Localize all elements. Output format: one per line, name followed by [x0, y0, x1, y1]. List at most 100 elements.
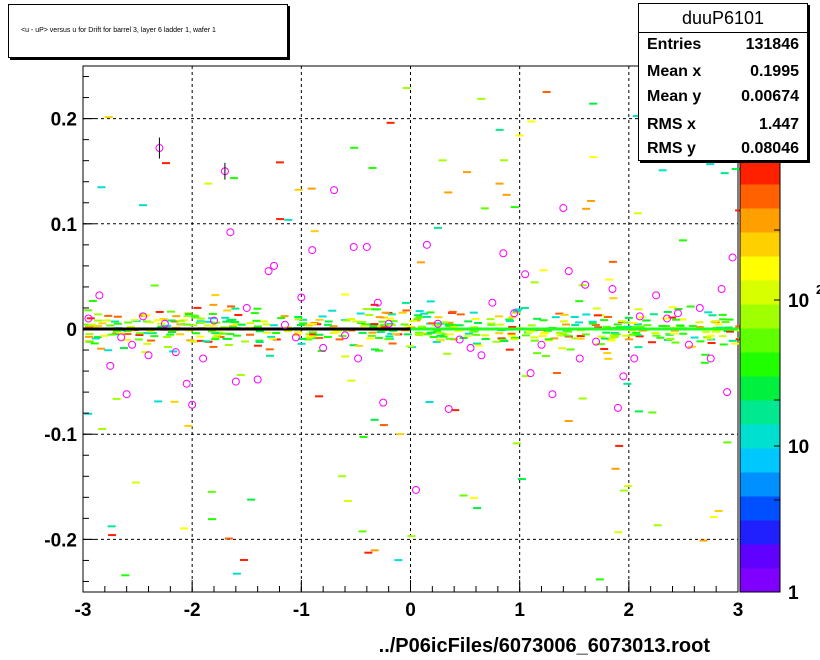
histogram-cell [582, 313, 591, 316]
profile-point [422, 240, 431, 249]
histogram-cell [360, 324, 369, 327]
palette-band [740, 448, 780, 473]
title-box: <u - uP> versus u for Drift for barrel 3… [8, 4, 288, 58]
histogram-cell [240, 340, 249, 343]
color-palette: 1101032 [739, 139, 820, 604]
histogram-cell [344, 499, 353, 502]
histogram-cell [500, 340, 509, 343]
histogram-cell [213, 334, 222, 337]
histogram-cell [459, 336, 468, 339]
profile-point [488, 298, 497, 307]
histogram-cell [562, 323, 571, 326]
histogram-cell [169, 350, 178, 353]
histogram-cell [170, 400, 179, 403]
histogram-cell [596, 343, 605, 346]
histogram-cell [448, 323, 457, 326]
histogram-cell [197, 321, 206, 324]
histogram-cell [361, 323, 370, 326]
profile-point [608, 285, 617, 294]
histogram-cell [560, 313, 569, 316]
histogram-cell [436, 322, 445, 325]
stat-value: 0.00674 [741, 88, 799, 105]
histogram-cell [104, 116, 113, 119]
histogram-cell [701, 353, 710, 356]
histogram-cell [414, 332, 423, 335]
histogram-cell [150, 284, 159, 287]
histogram-cell [711, 330, 720, 333]
histogram-cell [611, 467, 620, 470]
profile-point [619, 372, 628, 381]
profile-point [510, 309, 519, 318]
histogram-cell [368, 331, 377, 334]
histogram-cell [678, 318, 687, 321]
profile-point [526, 369, 535, 378]
stat-label: Mean y [647, 88, 702, 105]
histogram-cell [423, 315, 432, 318]
x-tick-label: 3 [733, 600, 744, 621]
profile-point [210, 316, 218, 325]
palette-band [740, 256, 780, 281]
histogram-cell [276, 218, 285, 221]
histogram-cell [463, 335, 472, 338]
palette-band [740, 496, 780, 521]
profile-point [411, 485, 420, 494]
histogram-cell [190, 314, 199, 317]
histogram-cell [527, 120, 536, 123]
histogram-cell [309, 333, 318, 336]
histogram-cell [349, 344, 358, 347]
stats-histogram-name: duuP6101 [639, 4, 807, 33]
histogram-cell [530, 339, 539, 342]
histogram-cell [472, 342, 481, 345]
histogram-cell [211, 332, 220, 335]
histogram-cell [246, 322, 255, 325]
x-tick-label: -1 [293, 600, 310, 621]
histogram-cell [154, 319, 163, 322]
histogram-cell [514, 308, 523, 311]
histogram-cell [498, 338, 507, 341]
histogram-cell [602, 325, 611, 328]
histogram-cell [473, 507, 482, 510]
profile-point [308, 246, 317, 255]
histogram-cell [575, 300, 584, 303]
histogram-cell [661, 325, 670, 328]
y-tick-label: 0.1 [51, 215, 78, 236]
histogram-cell [296, 323, 305, 326]
histogram-cell [414, 314, 423, 317]
histogram-cell [347, 317, 356, 320]
histogram-cell [304, 338, 313, 341]
profile-point [106, 361, 115, 370]
histogram-cell [88, 299, 97, 302]
histogram-cell [313, 323, 322, 326]
histogram-cell [665, 333, 674, 336]
histogram-cell [637, 316, 646, 319]
histogram-cell [121, 574, 130, 577]
palette-band [740, 352, 780, 377]
histogram-cell [723, 441, 732, 444]
profile-point [630, 354, 639, 363]
histogram-cell [446, 333, 455, 336]
histogram-cell [707, 341, 716, 344]
histogram-cell [376, 331, 385, 334]
histogram-cell [416, 261, 425, 264]
profile-point [171, 348, 180, 357]
histogram-cell [358, 320, 367, 323]
histogram-cell [613, 323, 622, 326]
histogram-cell [168, 331, 177, 334]
histogram-cell [420, 312, 429, 315]
histogram-cell [588, 320, 597, 323]
histogram-cell [593, 314, 602, 317]
histogram-cell [508, 325, 517, 328]
histogram-cell [134, 338, 143, 341]
histogram-cell [564, 330, 573, 333]
histogram-cell [388, 342, 397, 345]
histogram-cell [255, 339, 264, 342]
histogram-cell [629, 321, 638, 324]
histogram-cell [298, 337, 307, 340]
profile-point [455, 335, 464, 344]
histogram-cell [555, 331, 564, 334]
profile-point [231, 377, 240, 386]
histogram-cell [265, 348, 274, 351]
histogram-cell [369, 325, 378, 328]
histogram-cell [521, 334, 530, 337]
histogram-cell [472, 333, 481, 336]
